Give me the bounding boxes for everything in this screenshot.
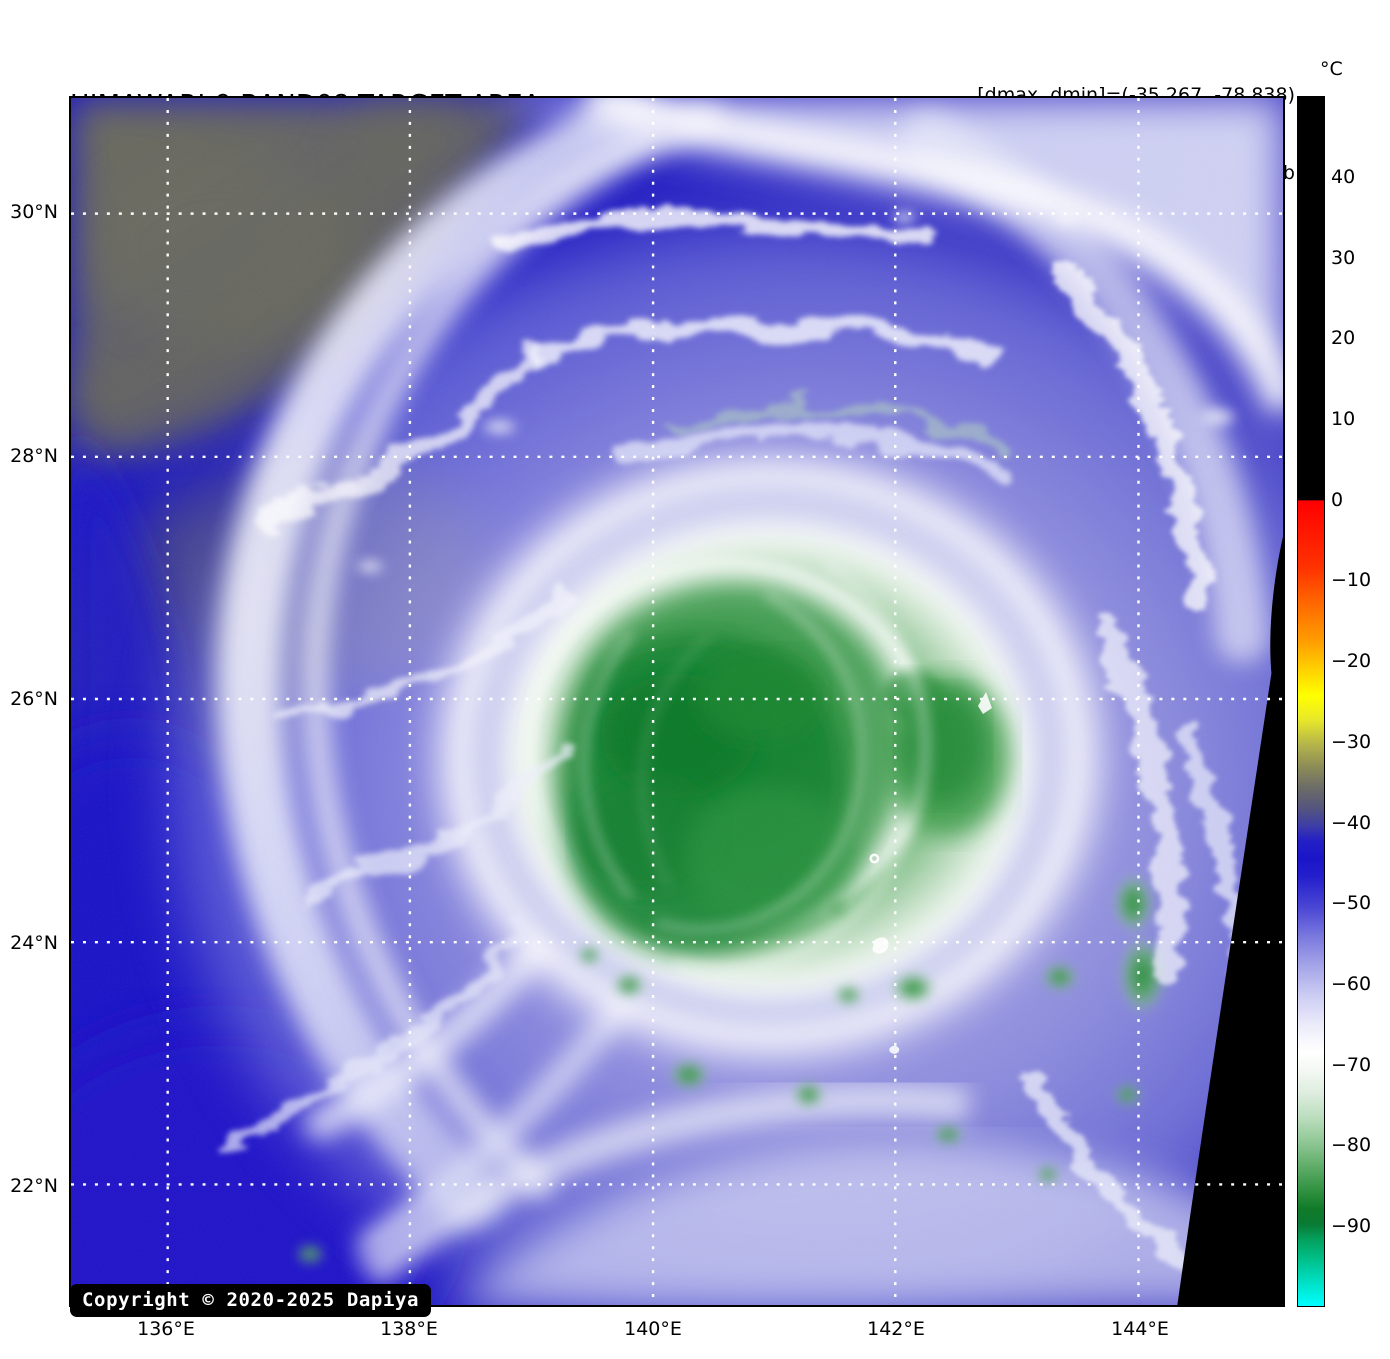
cbar-tick-0: 0	[1331, 489, 1344, 511]
colorbar-unit-label: °C	[1320, 58, 1343, 80]
xtick-138e: 138°E	[380, 1318, 438, 1340]
cbar-tick-30: 30	[1331, 247, 1356, 269]
copyright-badge: Copyright © 2020-2025 Dapiya	[70, 1284, 432, 1317]
xtick-140e: 140°E	[624, 1318, 682, 1340]
temperature-colorbar	[1297, 96, 1325, 1307]
xtick-136e: 136°E	[137, 1318, 195, 1340]
ytick-22n: 22°N	[10, 1175, 58, 1197]
cbar-tick-m30: −30	[1331, 731, 1372, 753]
cbar-tick-m60: −60	[1331, 973, 1372, 995]
satellite-image-plot	[69, 96, 1285, 1307]
cbar-tick-m70: −70	[1331, 1054, 1372, 1076]
ytick-30n: 30°N	[10, 201, 58, 223]
cbar-tick-m50: −50	[1331, 892, 1372, 914]
ytick-26n: 26°N	[10, 688, 58, 710]
brightness-temperature-field	[71, 98, 1283, 1305]
ytick-24n: 24°N	[10, 932, 58, 954]
ytick-28n: 28°N	[10, 445, 58, 467]
map-gridlines	[71, 98, 1283, 1305]
cbar-tick-m20: −20	[1331, 650, 1372, 672]
cbar-tick-40: 40	[1331, 166, 1356, 188]
cbar-tick-m90: −90	[1331, 1215, 1372, 1237]
cbar-tick-m40: −40	[1331, 812, 1372, 834]
cbar-tick-20: 20	[1331, 327, 1356, 349]
cbar-tick-m80: −80	[1331, 1134, 1372, 1156]
colorbar-gradient	[1298, 97, 1324, 1306]
xtick-142e: 142°E	[867, 1318, 925, 1340]
xtick-144e: 144°E	[1111, 1318, 1169, 1340]
cbar-tick-m10: −10	[1331, 569, 1372, 591]
cbar-tick-10: 10	[1331, 408, 1356, 430]
